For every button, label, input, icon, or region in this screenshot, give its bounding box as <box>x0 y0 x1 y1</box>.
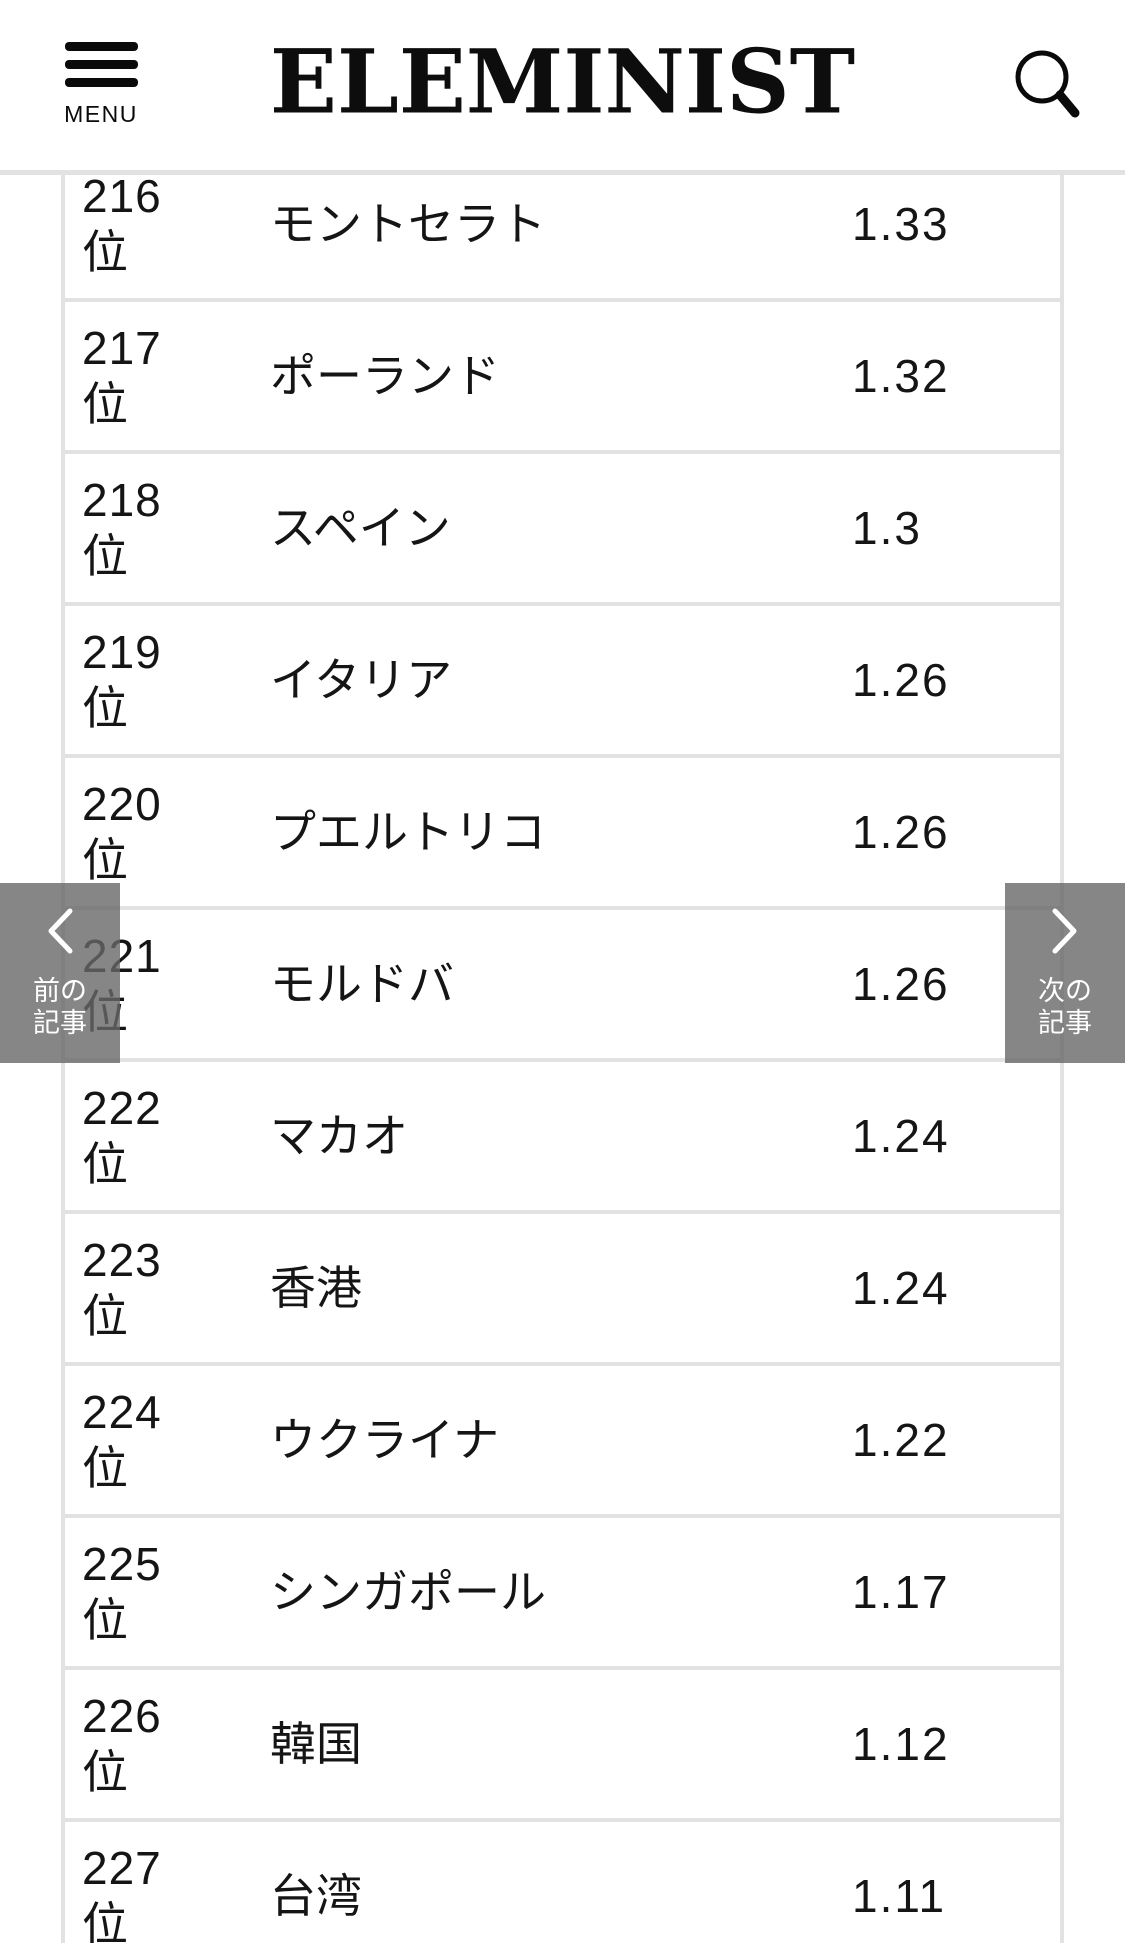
table-row: 224 位 ウクライナ 1.22 <box>65 1366 1060 1518</box>
rank-cell: 223 位 <box>65 1232 205 1344</box>
rank-cell: 220 位 <box>65 776 205 888</box>
prev-article-label: 前の記事 <box>33 976 87 1039</box>
value-cell: 1.22 <box>852 1414 950 1466</box>
table-row: 223 位 香港 1.24 <box>65 1214 1060 1366</box>
next-article-button[interactable]: 次の記事 <box>1005 883 1125 1063</box>
country-cell: シンガポール <box>270 1566 546 1618</box>
rank-unit: 位 <box>82 530 129 582</box>
site-header: MENU ELEMINIST <box>0 0 1125 175</box>
rank-cell: 226 位 <box>65 1688 205 1800</box>
menu-label: MENU <box>64 101 138 127</box>
country-cell: イタリア <box>270 654 453 706</box>
country-cell: マカオ <box>270 1110 408 1162</box>
rank-cell: 227 位 <box>65 1840 205 1943</box>
rank-cell: 218 位 <box>65 472 205 584</box>
chevron-left-icon <box>48 908 73 954</box>
rank-number: 222 <box>82 1082 162 1134</box>
hamburger-icon <box>64 42 138 87</box>
rank-cell: 224 位 <box>65 1384 205 1496</box>
rank-unit: 位 <box>82 1746 129 1798</box>
prev-article-button[interactable]: 前の記事 <box>0 883 120 1063</box>
value-cell: 1.17 <box>852 1566 950 1618</box>
table-row: 220 位 プエルトリコ 1.26 <box>65 758 1060 910</box>
rank-number: 223 <box>82 1234 162 1286</box>
table-row: 217 位 ポーランド 1.32 <box>65 302 1060 454</box>
value-cell: 1.3 <box>852 502 922 554</box>
rank-number: 219 <box>82 626 162 678</box>
table-row: 227 位 台湾 1.11 <box>65 1822 1060 1943</box>
rank-unit: 位 <box>82 378 129 430</box>
rank-unit: 位 <box>82 226 129 278</box>
country-cell: モントセラト <box>270 198 546 250</box>
site-logo[interactable]: ELEMINIST <box>269 29 856 134</box>
next-article-label: 次の記事 <box>1038 976 1092 1039</box>
rank-number: 225 <box>82 1538 162 1590</box>
value-cell: 1.33 <box>852 198 950 250</box>
table-row: 222 位 マカオ 1.24 <box>65 1062 1060 1214</box>
rank-number: 217 <box>82 322 162 374</box>
table-row: 221 位 モルドバ 1.26 <box>65 910 1060 1062</box>
country-cell: ポーランド <box>270 350 500 402</box>
search-icon <box>1015 50 1080 118</box>
chevron-right-icon <box>1052 908 1077 954</box>
rank-number: 224 <box>82 1386 162 1438</box>
value-cell: 1.24 <box>852 1262 950 1314</box>
rank-unit: 位 <box>82 1898 129 1943</box>
table-row: 218 位 スペイン 1.3 <box>65 454 1060 606</box>
value-cell: 1.26 <box>852 958 950 1010</box>
rank-cell: 219 位 <box>65 624 205 736</box>
search-button[interactable] <box>1015 49 1083 121</box>
rank-unit: 位 <box>82 1594 129 1646</box>
rank-number: 227 <box>82 1842 162 1894</box>
country-cell: ウクライナ <box>270 1414 500 1466</box>
rank-number: 226 <box>82 1690 162 1742</box>
country-cell: 韓国 <box>270 1718 362 1770</box>
rank-cell: 216 位 <box>65 168 205 280</box>
value-cell: 1.26 <box>852 654 950 706</box>
country-cell: モルドバ <box>270 958 454 1010</box>
value-cell: 1.32 <box>852 350 950 402</box>
rank-number: 218 <box>82 474 162 526</box>
table-row: 216 位 モントセラト 1.33 <box>65 150 1060 302</box>
rank-unit: 位 <box>82 1138 129 1190</box>
rank-cell: 222 位 <box>65 1080 205 1192</box>
table-row: 226 位 韓国 1.12 <box>65 1670 1060 1822</box>
table-row: 225 位 シンガポール 1.17 <box>65 1518 1060 1670</box>
rank-cell: 225 位 <box>65 1536 205 1648</box>
country-cell: 香港 <box>270 1262 362 1314</box>
rank-number: 220 <box>82 778 162 830</box>
rank-unit: 位 <box>82 1442 129 1494</box>
value-cell: 1.26 <box>852 806 950 858</box>
value-cell: 1.11 <box>852 1870 947 1922</box>
value-cell: 1.24 <box>852 1110 950 1162</box>
rank-number: 216 <box>82 170 162 222</box>
rank-unit: 位 <box>82 682 129 734</box>
table-row: 219 位 イタリア 1.26 <box>65 606 1060 758</box>
rank-cell: 217 位 <box>65 320 205 432</box>
rank-unit: 位 <box>82 1290 129 1342</box>
country-cell: 台湾 <box>270 1870 362 1922</box>
menu-button[interactable]: MENU <box>58 42 144 128</box>
value-cell: 1.12 <box>852 1718 950 1770</box>
rank-unit: 位 <box>82 834 129 886</box>
ranking-table: 216 位 モントセラト 1.33 217 位 ポーランド 1.32 218 位… <box>61 150 1064 1943</box>
country-cell: スペイン <box>270 502 451 554</box>
country-cell: プエルトリコ <box>270 806 546 858</box>
